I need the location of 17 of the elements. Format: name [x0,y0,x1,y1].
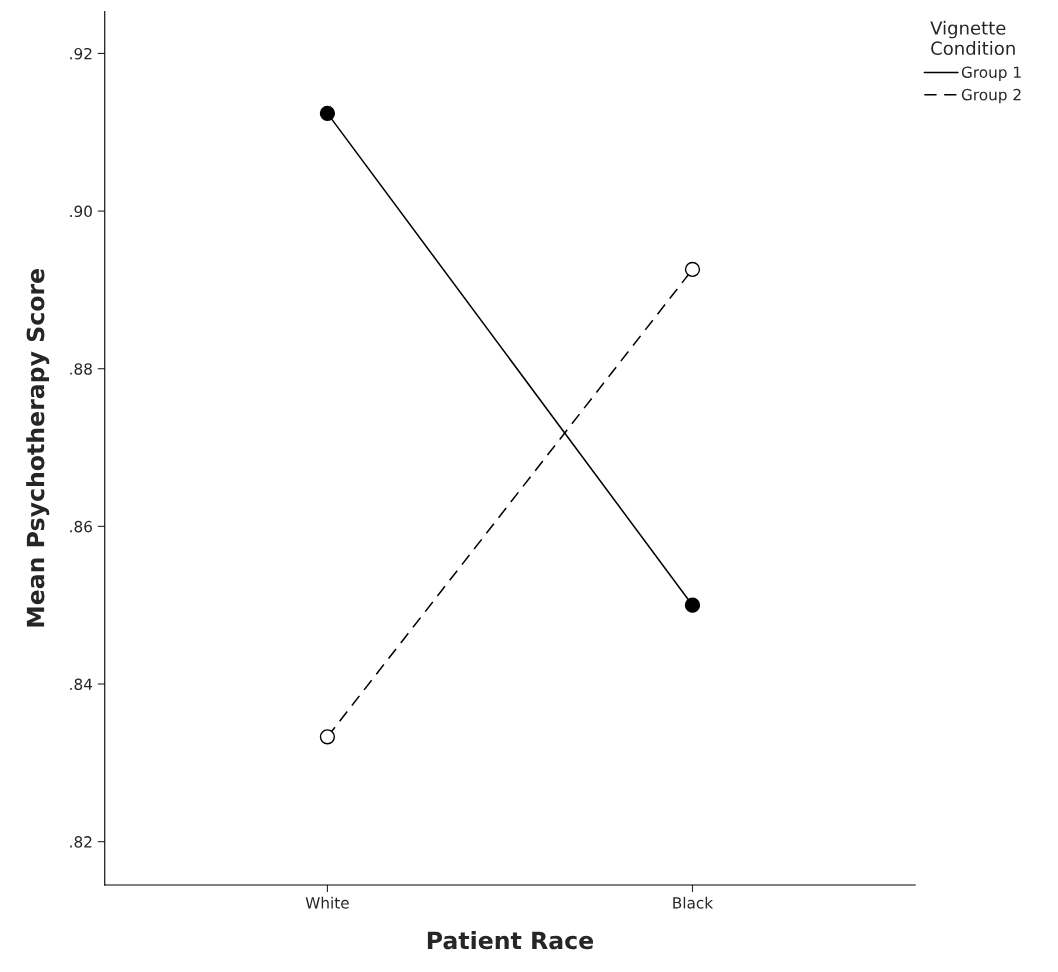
x-tick-label: Black [673,896,714,909]
point [684,597,701,613]
legend-label: Group 1 [961,66,1021,81]
x-axis-title: Patient Race [427,931,594,950]
y-tick-label: .82 [70,836,92,848]
legend-label: Group 2 [961,88,1021,104]
point [319,729,336,745]
y-tick-label: .86 [70,520,92,533]
legend-title: Vignette Condition [930,20,1015,56]
y-tick-label: .84 [70,678,93,691]
y-tick-label: .90 [70,205,92,218]
y-tick-label: .92 [70,47,92,60]
x-tick-label: White [305,896,349,909]
y-tick-label: .88 [70,363,92,375]
point [319,105,336,121]
y-axis-title: Mean Psychotherapy Score [26,269,50,627]
point [684,261,701,278]
